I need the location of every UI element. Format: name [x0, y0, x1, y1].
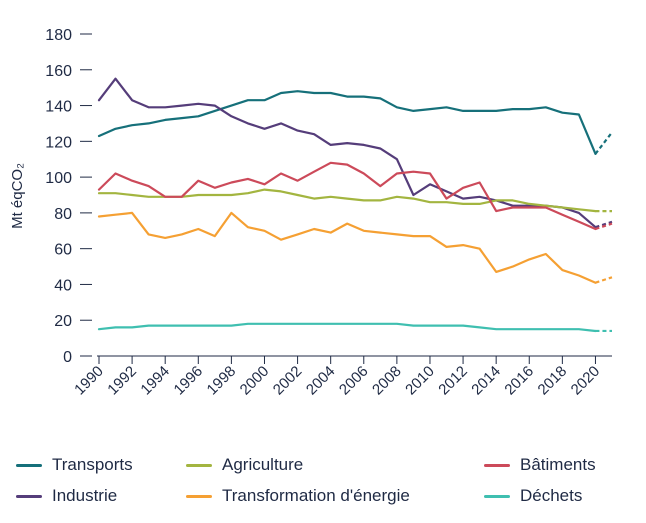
legend-swatch: [484, 494, 510, 498]
x-tick-label: 1998: [204, 363, 240, 399]
series-line-d-chets: [97, 322, 597, 333]
x-tick-label: 1996: [170, 363, 206, 399]
y-tick-label: 80: [54, 206, 72, 223]
legend-swatch: [16, 463, 42, 467]
x-tick-label: 2006: [336, 363, 372, 399]
legend-item-transports: Transports: [16, 450, 133, 480]
legend-swatch: [484, 463, 510, 467]
legend-item-dechets: Déchets: [484, 481, 582, 511]
x-tick-label: 2018: [535, 363, 571, 399]
legend-swatch: [16, 494, 42, 498]
legend-swatch: [186, 463, 212, 467]
x-axis: 1990199219941996199820002002200420062008…: [71, 355, 612, 399]
x-tick-label: 2002: [270, 363, 306, 399]
legend-item-industrie: Industrie: [16, 481, 117, 511]
series-line-b-timents: [97, 161, 597, 231]
series-projection-b-timents: [595, 222, 613, 231]
legend-item-batiments: Bâtiments: [484, 450, 596, 480]
series-line-transports: [97, 90, 597, 155]
legend-label: Industrie: [52, 486, 118, 505]
series-projection-transports: [594, 131, 613, 155]
series-line-transformation-d-nergie: [97, 211, 597, 284]
x-tick-label: 2012: [435, 363, 471, 399]
y-tick-label: 160: [45, 63, 72, 80]
series-layer: [97, 77, 613, 333]
y-tick-label: 180: [45, 27, 72, 44]
y-tick-label: 40: [54, 277, 72, 294]
x-tick-label: 2016: [501, 363, 537, 399]
legend-swatch: [186, 494, 212, 498]
y-tick-label: 0: [63, 349, 72, 366]
x-tick-label: 2020: [568, 363, 604, 399]
series-projection-industrie: [595, 220, 613, 229]
y-axis-label: Mt éqCO₂: [9, 163, 26, 229]
y-tick-label: 100: [45, 170, 72, 187]
x-tick-label: 2010: [402, 363, 438, 399]
legend-label: Déchets: [520, 486, 583, 505]
legend-label: Transports: [52, 455, 133, 474]
legend: Transports Agriculture Bâtiments Industr…: [0, 448, 646, 523]
x-tick-label: 2000: [237, 363, 273, 399]
x-tick-label: 1992: [104, 363, 140, 399]
x-tick-label: 2004: [303, 363, 339, 399]
y-tick-label: 20: [54, 313, 72, 330]
legend-label: Agriculture: [222, 455, 304, 474]
x-tick-label: 2008: [369, 363, 405, 399]
y-tick-label: 60: [54, 242, 72, 259]
legend-label: Transformation d'énergie: [222, 486, 410, 505]
legend-item-agriculture: Agriculture: [186, 450, 303, 480]
x-tick-label: 2014: [468, 363, 504, 399]
series-projection-transformation-d-nergie: [595, 276, 613, 284]
series-line-industrie: [97, 77, 597, 229]
legend-label: Bâtiments: [520, 455, 596, 474]
y-tick-label: 140: [45, 99, 72, 116]
x-tick-label: 1994: [137, 363, 173, 399]
x-tick-label: 1990: [71, 363, 107, 399]
y-tick-label: 120: [45, 134, 72, 151]
y-axis: 0 20 40 60 80 100 120 140 160 180: [45, 27, 92, 366]
legend-item-transformation-energie: Transformation d'énergie: [186, 481, 410, 511]
